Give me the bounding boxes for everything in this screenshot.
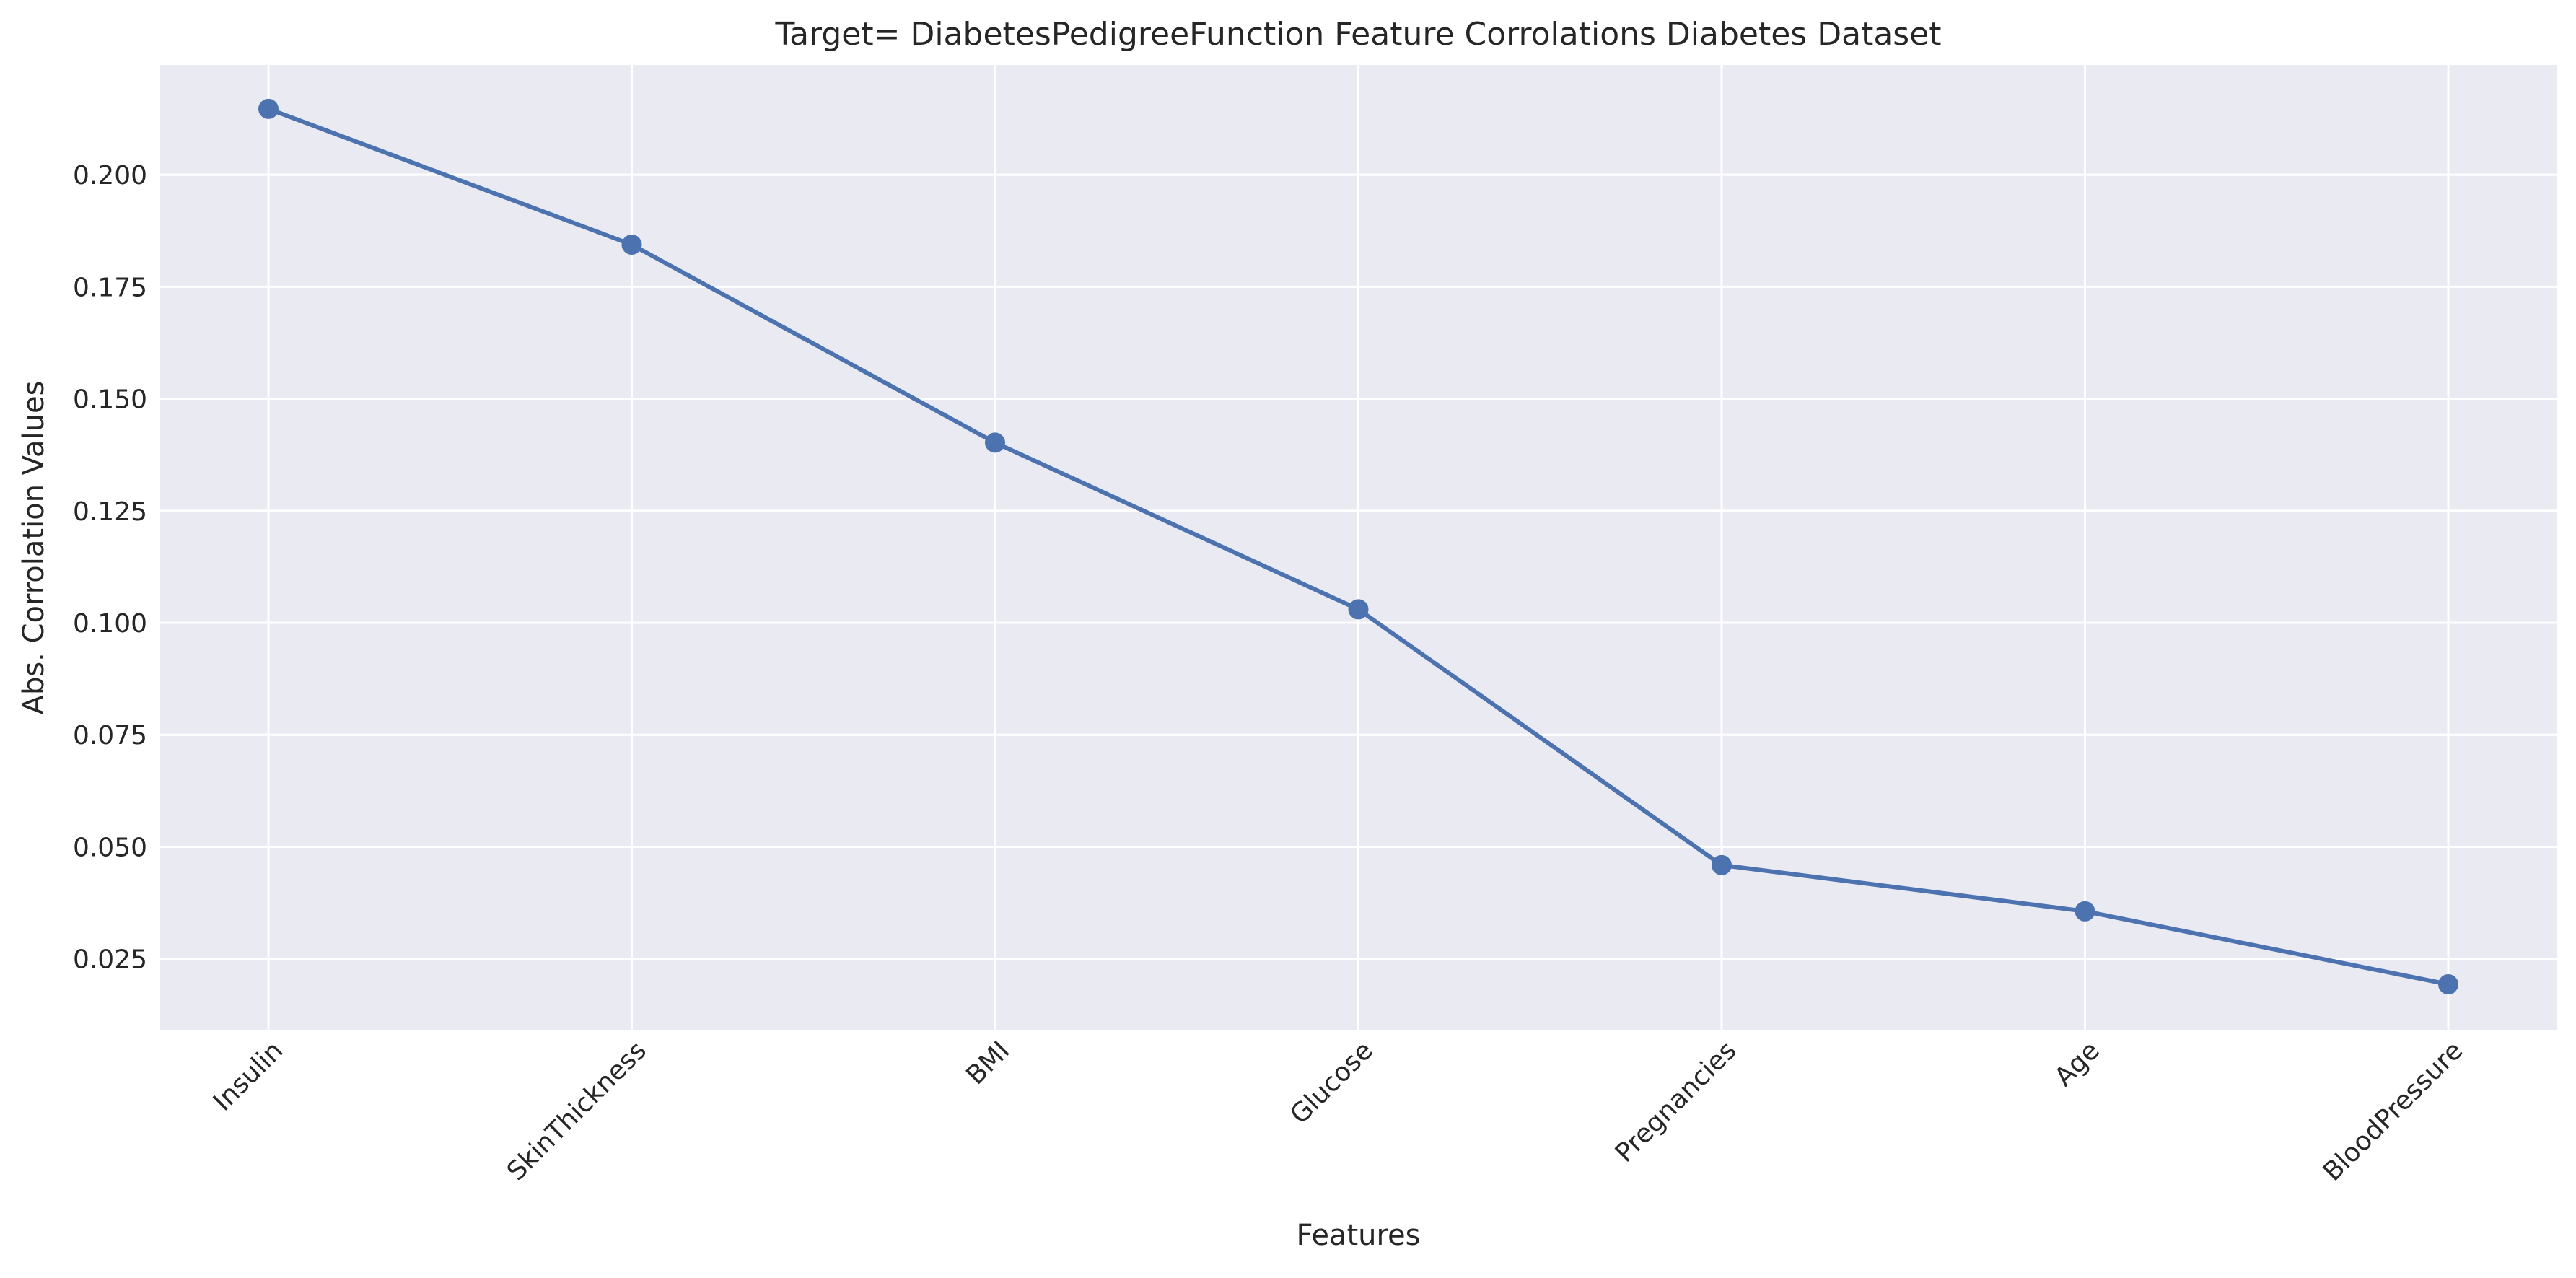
y-tick-label: 0.150 xyxy=(73,385,147,415)
y-tick-label: 0.200 xyxy=(73,161,147,191)
y-tick-label: 0.125 xyxy=(73,497,147,527)
y-axis-label: Abs. Corrolation Values xyxy=(17,381,51,715)
x-axis-label: Features xyxy=(1297,1219,1421,1252)
y-tick-label: 0.025 xyxy=(73,945,147,975)
x-tick-label: SkinThickness xyxy=(501,1036,652,1186)
x-tick-label: Insulin xyxy=(208,1036,289,1116)
grid-lines xyxy=(160,65,2557,1030)
y-axis-ticks: 0.025 0.050 0.075 0.100 0.125 0.150 0.175 0.200 xyxy=(73,161,147,975)
data-point xyxy=(985,432,1005,453)
x-axis-ticks: Insulin SkinThickness BMI Glucose Pregnancie… xyxy=(208,1036,2468,1187)
series-layer xyxy=(258,98,2458,995)
x-tick-label: Pregnancies xyxy=(1610,1036,1742,1168)
x-tick-label: BMI xyxy=(960,1036,1015,1090)
data-point xyxy=(2438,974,2458,995)
y-tick-label: 0.175 xyxy=(73,273,147,302)
x-tick-label: Glucose xyxy=(1284,1036,1378,1129)
data-point xyxy=(258,98,279,119)
x-tick-label: BloodPressure xyxy=(2318,1036,2469,1187)
y-tick-label: 0.075 xyxy=(73,721,147,750)
data-point xyxy=(2075,901,2095,922)
chart-title: Target= DiabetesPedigreeFunction Feature… xyxy=(774,16,1941,53)
data-point xyxy=(621,234,642,255)
y-tick-label: 0.100 xyxy=(73,609,147,639)
y-tick-label: 0.050 xyxy=(73,833,147,862)
x-tick-label: Age xyxy=(2049,1036,2106,1092)
data-point xyxy=(1348,599,1369,620)
data-point xyxy=(1712,854,1732,875)
